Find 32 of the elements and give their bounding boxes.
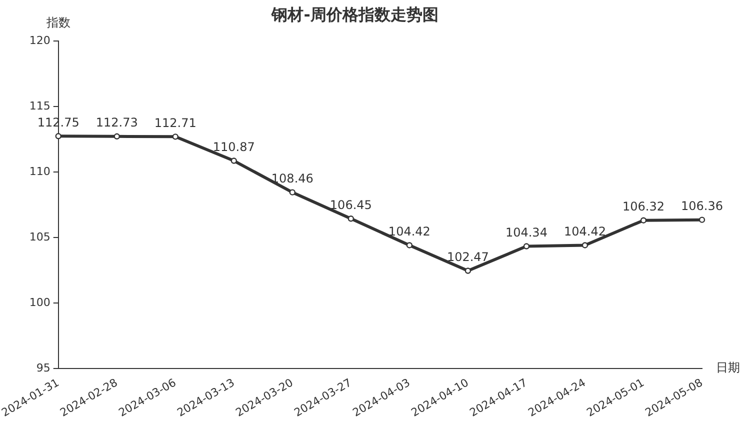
- y-tick-label: 100: [29, 296, 50, 309]
- point: [172, 134, 178, 140]
- y-axis-title: 指数: [45, 15, 70, 30]
- point: [582, 242, 588, 248]
- point: [55, 133, 62, 140]
- point: [348, 216, 354, 222]
- data-label: 106.45: [330, 198, 372, 212]
- chart-title: 钢材-周价格指数走势图: [270, 4, 438, 24]
- data-label: 106.36: [681, 198, 723, 213]
- x-axis-title: 日期: [716, 360, 740, 375]
- point: [406, 242, 413, 248]
- data-label: 108.46: [271, 171, 314, 186]
- y-tick-label: 115: [29, 100, 50, 113]
- point: [698, 216, 706, 223]
- point: [464, 268, 472, 274]
- data-label: 104.34: [505, 225, 548, 240]
- data-label: 112.71: [154, 116, 196, 130]
- y-tick-label: 105: [29, 230, 50, 244]
- data-label: 104.42: [388, 224, 430, 238]
- data-label: 110.87: [212, 140, 255, 154]
- y-tick-label: 120: [29, 34, 50, 48]
- y-tick-label: 110: [29, 165, 50, 178]
- data-label: 112.73: [96, 116, 138, 130]
- data-label: 104.42: [564, 224, 606, 238]
- point: [523, 243, 530, 250]
- data-label: 106.32: [622, 199, 664, 214]
- point: [289, 189, 296, 196]
- y-tick-label: 95: [36, 361, 50, 374]
- data-label: 102.47: [446, 250, 489, 264]
- point: [230, 158, 237, 164]
- point: [640, 217, 647, 224]
- point: [114, 133, 120, 140]
